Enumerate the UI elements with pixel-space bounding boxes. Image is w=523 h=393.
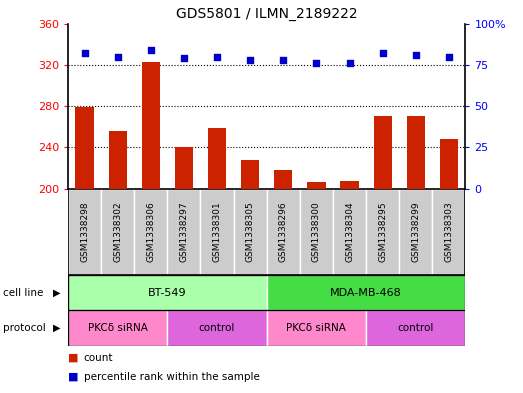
Text: PKCδ siRNA: PKCδ siRNA	[88, 323, 147, 333]
Title: GDS5801 / ILMN_2189222: GDS5801 / ILMN_2189222	[176, 7, 358, 21]
Bar	[134, 189, 167, 275]
Text: percentile rank within the sample: percentile rank within the sample	[84, 372, 259, 382]
Text: GSM1338303: GSM1338303	[445, 202, 453, 262]
Bar	[167, 310, 267, 346]
Text: ■: ■	[68, 353, 78, 363]
Bar	[440, 139, 458, 189]
Bar	[366, 310, 465, 346]
Bar	[68, 189, 101, 275]
Point	[180, 55, 188, 61]
Text: protocol: protocol	[3, 323, 46, 333]
Bar	[267, 189, 300, 275]
Bar	[274, 170, 292, 189]
Point	[113, 53, 122, 60]
Bar	[340, 182, 359, 189]
Bar	[75, 107, 94, 189]
Text: GSM1338306: GSM1338306	[146, 202, 155, 262]
Bar	[373, 116, 392, 189]
Bar	[267, 275, 465, 310]
Bar	[234, 189, 267, 275]
Text: GSM1338302: GSM1338302	[113, 202, 122, 262]
Point	[412, 52, 420, 58]
Bar	[167, 189, 200, 275]
Bar	[208, 128, 226, 189]
Bar	[267, 310, 366, 346]
Text: GSM1338295: GSM1338295	[378, 202, 387, 262]
Text: cell line: cell line	[3, 288, 43, 298]
Text: GSM1338305: GSM1338305	[246, 202, 255, 262]
Bar	[101, 189, 134, 275]
Bar	[333, 189, 366, 275]
Text: ■: ■	[68, 372, 78, 382]
Point	[279, 57, 288, 63]
Text: control: control	[199, 323, 235, 333]
Bar	[109, 131, 127, 189]
Bar	[300, 189, 333, 275]
Bar	[241, 160, 259, 189]
Point	[146, 47, 155, 53]
Bar	[175, 147, 193, 189]
Text: GSM1338296: GSM1338296	[279, 202, 288, 262]
Bar	[142, 62, 160, 189]
Text: GSM1338297: GSM1338297	[179, 202, 188, 262]
Point	[345, 60, 354, 66]
Text: GSM1338304: GSM1338304	[345, 202, 354, 262]
Point	[246, 57, 254, 63]
Text: PKCδ siRNA: PKCδ siRNA	[287, 323, 346, 333]
Text: count: count	[84, 353, 113, 363]
Text: GSM1338301: GSM1338301	[212, 202, 222, 262]
Bar	[399, 189, 433, 275]
Point	[379, 50, 387, 57]
Text: ▶: ▶	[53, 323, 60, 333]
Text: BT-549: BT-549	[148, 288, 187, 298]
Text: control: control	[397, 323, 434, 333]
Text: ▶: ▶	[53, 288, 60, 298]
Text: MDA-MB-468: MDA-MB-468	[330, 288, 402, 298]
Text: GSM1338300: GSM1338300	[312, 202, 321, 262]
Point	[445, 53, 453, 60]
Bar	[68, 310, 167, 346]
Text: GSM1338298: GSM1338298	[80, 202, 89, 262]
Point	[213, 53, 221, 60]
Point	[312, 60, 321, 66]
Point	[81, 50, 89, 57]
Bar	[308, 182, 325, 189]
Bar	[407, 116, 425, 189]
Bar	[68, 275, 267, 310]
Text: GSM1338299: GSM1338299	[411, 202, 420, 262]
Bar	[433, 189, 465, 275]
Bar	[366, 189, 399, 275]
Bar	[200, 189, 234, 275]
